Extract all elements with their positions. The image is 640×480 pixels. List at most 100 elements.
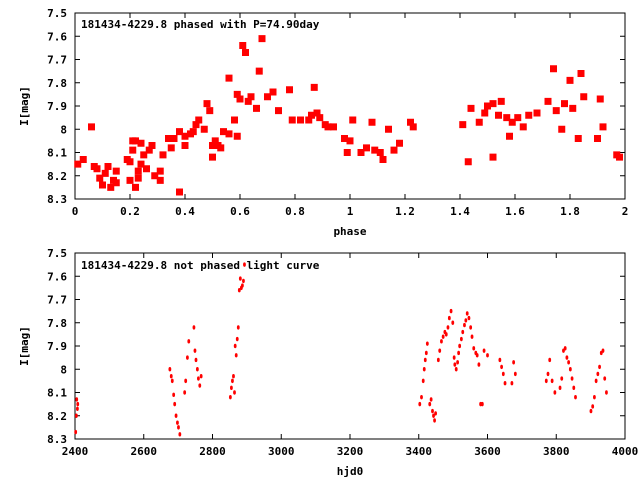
y-tick-label: 8: [60, 363, 67, 376]
data-point: [198, 383, 202, 388]
data-point: [330, 123, 337, 131]
data-point: [255, 67, 263, 75]
x-axis-label: hjd0: [337, 465, 364, 478]
data-point: [93, 165, 101, 173]
data-point: [316, 114, 324, 122]
data-point: [308, 111, 315, 119]
data-point: [236, 95, 244, 103]
y-tick-label: 7.8: [47, 77, 67, 90]
data-point: [101, 169, 109, 177]
data-point: [475, 118, 483, 126]
data-point: [99, 181, 106, 189]
data-point: [441, 334, 445, 339]
x-tick-label: 2600: [131, 445, 158, 458]
data-point: [275, 107, 282, 115]
x-tick-label: 0.6: [230, 205, 250, 218]
data-point: [169, 374, 173, 379]
phased-light-curve-panel: 0 0.2 0.4 0.6 0.8 1 1.2 1.4 1.6 1.8 2 7.5 7.6 7.7 7.8…: [18, 7, 628, 238]
data-point: [112, 179, 120, 187]
data-point: [189, 128, 197, 136]
data-point: [238, 276, 242, 281]
data-point: [234, 353, 238, 358]
data-point: [544, 97, 552, 105]
data-point: [428, 401, 432, 407]
data-point: [459, 121, 467, 129]
data-point: [231, 116, 238, 124]
data-point: [200, 125, 208, 133]
data-point: [363, 144, 370, 152]
data-point: [459, 336, 463, 342]
data-point: [159, 151, 167, 159]
data-point: [596, 371, 600, 377]
data-point: [475, 353, 479, 358]
data-point: [434, 411, 437, 416]
plot-frame: [74, 252, 626, 440]
x-tick-label: 0.4: [175, 205, 195, 218]
data-point: [134, 167, 142, 175]
data-point: [112, 167, 120, 175]
data-point: [461, 329, 465, 335]
data-point: [594, 135, 601, 143]
data-point: [76, 401, 80, 407]
data-point: [420, 394, 423, 400]
data-point: [519, 123, 527, 131]
data-point: [129, 146, 137, 154]
x-tick-label: 0.2: [120, 205, 140, 218]
data-point: [548, 357, 552, 363]
data-point: [550, 378, 554, 384]
data-point: [237, 288, 241, 293]
data-point: [589, 408, 593, 414]
data-point: [603, 376, 607, 381]
x-tick-label: 2800: [199, 445, 226, 458]
data-point: [177, 425, 180, 430]
data-points: [74, 262, 608, 437]
data-point: [217, 144, 225, 152]
data-point: [438, 348, 442, 353]
data-point: [349, 116, 357, 124]
data-point: [220, 128, 227, 136]
data-point: [156, 167, 164, 175]
x-tick-label: 1.8: [560, 205, 580, 218]
data-point: [233, 132, 241, 140]
data-point: [533, 109, 541, 117]
y-tick-label: 7.9: [47, 100, 67, 113]
chart-title: 181434-4229.8 not phased light curve: [81, 259, 320, 272]
data-point: [425, 341, 429, 346]
x-tick-label: 1.2: [395, 205, 415, 218]
data-point: [253, 104, 260, 112]
data-point: [126, 158, 134, 166]
data-point: [525, 111, 533, 119]
y-tick-label: 8.1: [47, 387, 67, 400]
data-point: [484, 102, 491, 110]
data-point: [385, 125, 392, 133]
tick-marks: [74, 12, 626, 200]
x-tick-label: 1.6: [505, 205, 525, 218]
data-point: [176, 420, 179, 425]
data-point: [463, 322, 466, 328]
y-tick-labels: 7.5 7.6 7.7 7.8 7.9 8 8.1 8.2 8.3: [47, 247, 67, 446]
data-point: [132, 137, 139, 145]
data-point: [232, 374, 235, 379]
data-point: [429, 397, 433, 402]
x-tick-label: 4000: [612, 445, 639, 458]
data-point: [593, 394, 596, 400]
data-point: [203, 100, 211, 108]
data-point: [79, 155, 87, 163]
data-point: [508, 118, 516, 126]
tick-marks: [74, 252, 626, 440]
data-point: [480, 401, 484, 407]
y-axis-label: I[mag]: [18, 86, 31, 126]
data-point: [310, 83, 318, 91]
data-point: [134, 174, 142, 182]
data-point: [580, 93, 588, 101]
data-point: [194, 357, 198, 363]
data-point: [242, 49, 249, 57]
y-tick-label: 7.7: [47, 54, 67, 67]
data-point: [184, 378, 188, 384]
x-tick-label: 1: [347, 205, 354, 218]
data-point: [616, 153, 623, 161]
data-point: [497, 97, 505, 105]
data-point: [228, 394, 232, 400]
data-point: [546, 371, 550, 377]
data-point: [561, 100, 568, 108]
